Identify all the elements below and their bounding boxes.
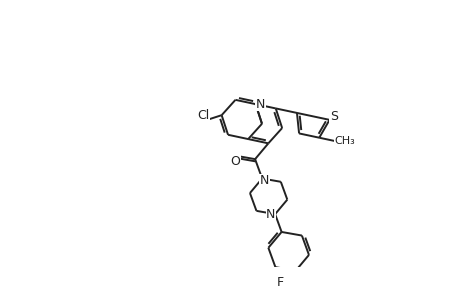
Text: Cl: Cl: [196, 109, 209, 122]
Text: N: N: [259, 174, 269, 187]
Text: CH₃: CH₃: [333, 136, 354, 146]
Text: N: N: [266, 208, 275, 221]
Text: S: S: [329, 110, 337, 123]
Text: N: N: [255, 98, 265, 111]
Text: O: O: [230, 155, 240, 168]
Text: F: F: [276, 277, 283, 290]
